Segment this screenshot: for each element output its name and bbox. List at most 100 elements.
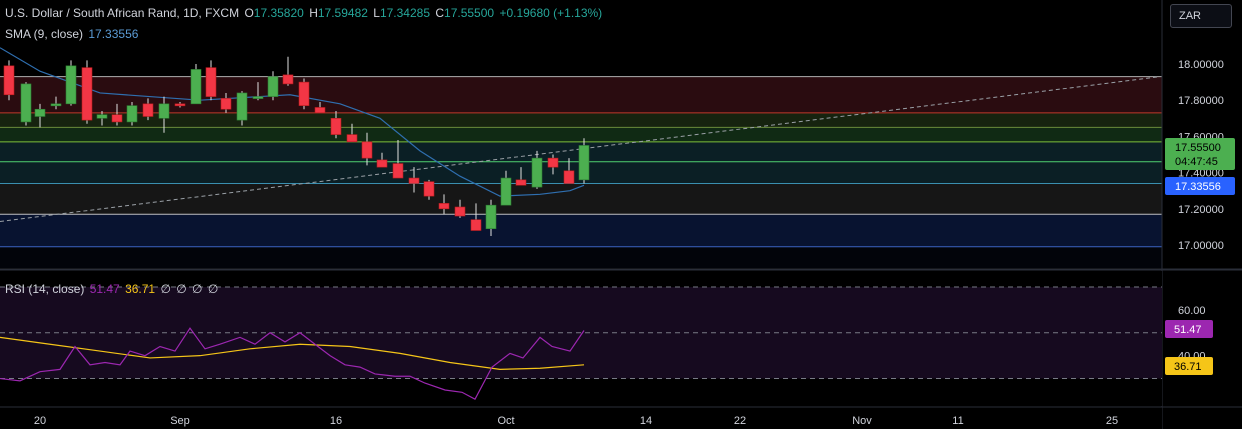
candle [563, 158, 575, 184]
candle-body [392, 163, 404, 179]
candle-body [376, 159, 388, 168]
candle [3, 60, 15, 101]
candle-body [282, 74, 294, 85]
time-tick-label: 25 [1106, 415, 1118, 427]
candle-series [3, 56, 590, 236]
candle-body [408, 177, 420, 184]
candle [96, 111, 108, 126]
candle [252, 82, 264, 101]
candle [205, 60, 217, 101]
candle-body [252, 96, 264, 99]
high-label: H [309, 6, 318, 20]
open-value: 17.35820 [253, 6, 304, 20]
candle [485, 199, 497, 236]
rsi-ma-badge-value: 36.71 [1174, 361, 1202, 373]
candle-body [190, 69, 202, 105]
candle [547, 154, 559, 175]
candle [190, 64, 202, 105]
candle-body [3, 65, 15, 96]
candle [126, 102, 138, 126]
candle [50, 96, 62, 110]
candle-body [34, 108, 46, 117]
rsi-pane [0, 271, 1162, 406]
candle-body [81, 67, 93, 121]
rsi-tick-label: 60.00 [1178, 305, 1206, 317]
candle-body [531, 157, 543, 188]
candle-body [314, 107, 326, 114]
candle-body [267, 76, 279, 97]
candle [20, 82, 32, 126]
sma-legend[interactable]: SMA (9, close) 17.33556 [5, 27, 140, 41]
candle [282, 56, 294, 86]
candle [531, 150, 543, 189]
candle-body [423, 181, 435, 197]
candle-body [515, 179, 527, 186]
candle-body [65, 65, 77, 105]
rsi-badge-value: 51.47 [1174, 324, 1202, 336]
candle [267, 71, 279, 101]
candle-body [470, 219, 482, 231]
rsi-badge-bg [1165, 320, 1213, 338]
candle [314, 102, 326, 114]
candle-body [563, 170, 575, 184]
price-badge-bg [1165, 138, 1235, 170]
candle-body [438, 203, 450, 210]
candle [470, 203, 482, 231]
symbol-header: U.S. Dollar / South African Rand, 1D, FX… [5, 6, 604, 20]
candle-body [126, 105, 138, 123]
time-tick-label: 20 [34, 415, 46, 427]
candle [81, 60, 93, 124]
rsi-ma-series-line [0, 336, 585, 370]
candle [438, 194, 450, 215]
candle [111, 103, 123, 126]
price-zone-7 [0, 246, 1162, 268]
low-value: 17.34285 [379, 6, 431, 20]
time-tick-label: Sep [170, 415, 190, 427]
price-zone-5 [0, 183, 1162, 215]
rsi-ma-badge-bg [1165, 357, 1213, 375]
sma-badge-bg [1165, 177, 1235, 195]
rsi-legend[interactable]: RSI (14, close) 51.47 36.71 ∅ ∅ ∅ ∅ [5, 282, 220, 296]
rsi-extra-2: ∅ [176, 282, 187, 296]
time-axis[interactable]: 20 Sep 16 Oct 14 22 Nov 11 25 [0, 406, 1242, 429]
rsi-legend-value: 51.47 [89, 282, 120, 296]
time-tick-label: 22 [734, 415, 746, 427]
time-tick-label: 14 [640, 415, 652, 427]
close-value: 17.55500 [444, 6, 495, 20]
candle [346, 123, 358, 143]
candle-body [500, 177, 512, 206]
price-zone-2 [0, 112, 1162, 128]
candle [174, 102, 186, 108]
price-zone-1 [0, 76, 1162, 113]
close-label: C [435, 6, 445, 20]
rsi-extra-1: ∅ [160, 282, 171, 296]
candle [330, 111, 342, 139]
rsi-legend-label: RSI (14, close) [5, 282, 85, 296]
main-pane-background [0, 76, 1162, 268]
sma-legend-value: 17.33556 [88, 27, 139, 41]
rsi-extra-4: ∅ [207, 282, 219, 296]
price-tick-label: 17.80000 [1178, 95, 1224, 107]
candle-body [158, 103, 170, 119]
candle-body [174, 103, 186, 107]
candle-body [96, 114, 108, 119]
price-tick-label: 17.40000 [1178, 168, 1224, 180]
candle [236, 91, 248, 126]
price-badge-value: 17.55500 [1175, 142, 1221, 154]
sma-series-line [0, 47, 585, 197]
symbol-title: U.S. Dollar / South African Rand, 1D, FX… [5, 6, 240, 20]
low-label: L [373, 6, 380, 20]
candle-body [547, 157, 559, 168]
candle [34, 103, 46, 128]
candle-body [361, 141, 373, 159]
rsi-series-line [0, 327, 585, 400]
candle [220, 92, 232, 113]
currency-button[interactable]: ZAR [1170, 4, 1232, 28]
price-badge-countdown: 04:47:45 [1175, 156, 1218, 168]
time-tick-label: 16 [330, 415, 342, 427]
candle-body [454, 206, 466, 217]
price-zone-6 [0, 214, 1162, 247]
rsi-ma-legend-value: 36.71 [125, 282, 156, 296]
candle [454, 199, 466, 218]
